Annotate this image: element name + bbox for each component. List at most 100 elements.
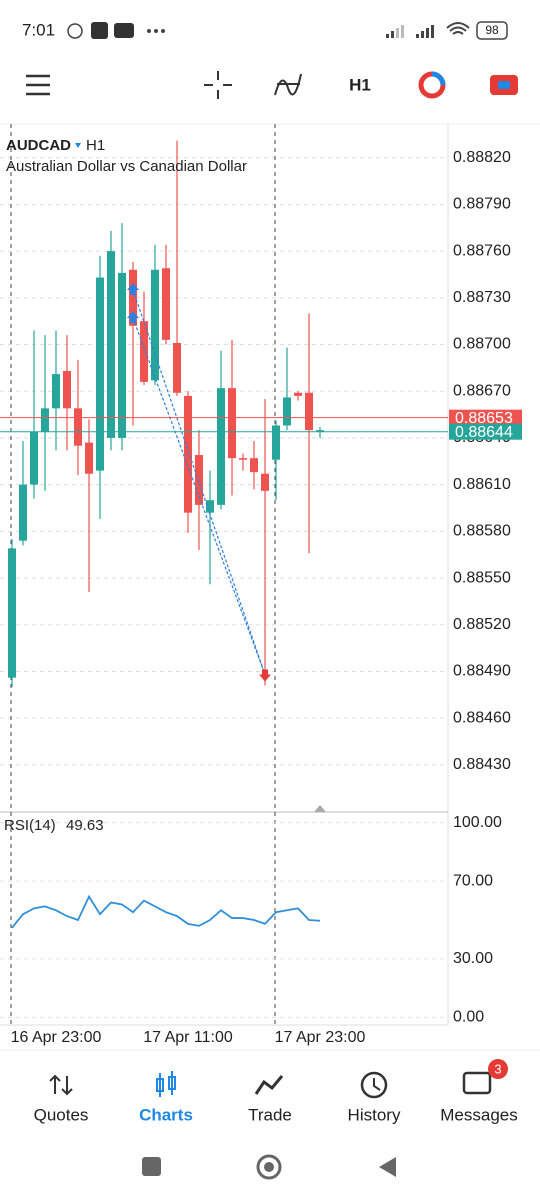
- candle-body: [41, 408, 49, 432]
- x-tick-label: 17 Apr 11:00: [143, 1029, 233, 1046]
- price-label: 0.88644: [455, 424, 513, 441]
- candle-body: [85, 442, 93, 474]
- y-tick-label: 70.00: [453, 872, 493, 889]
- nav-item-active[interactable]: Charts: [139, 1105, 193, 1124]
- x-tick-label: 17 Apr 23:00: [275, 1029, 366, 1046]
- color-button-accent: [431, 71, 446, 86]
- candle-body: [96, 277, 104, 471]
- candle-body: [140, 321, 148, 382]
- status-more: [147, 29, 165, 33]
- chart-subtitle: Australian Dollar vs Canadian Dollar: [6, 158, 247, 175]
- system-home-dot: [264, 1162, 274, 1172]
- y-tick-label: 0.88820: [453, 149, 511, 166]
- messages-badge: [488, 1059, 508, 1079]
- y-tick-label: 0.88490: [453, 663, 511, 680]
- trade-button-accent: [498, 81, 510, 89]
- candle-body: [184, 395, 192, 513]
- trade-arrow: [127, 283, 139, 296]
- price-label-box: [449, 409, 522, 426]
- candle-body: [206, 500, 214, 513]
- timeframe-button[interactable]: H1: [349, 75, 371, 94]
- y-tick-label: 0.88550: [453, 569, 511, 586]
- y-tick-label: 100.00: [453, 814, 502, 831]
- candle-body: [316, 430, 324, 432]
- status-time: 7:01: [22, 20, 55, 39]
- messages-icon: [462, 1071, 492, 1095]
- candle-body: [19, 484, 27, 541]
- trade-icon: [254, 1075, 284, 1095]
- battery-icon: [476, 21, 508, 40]
- menu-button[interactable]: [26, 74, 50, 96]
- candle-body: [63, 370, 71, 409]
- trade-arrow: [127, 311, 139, 324]
- rsi-title: RSI(14): [4, 817, 56, 834]
- y-tick-label: 0.88430: [453, 756, 511, 773]
- trade-arrow: [259, 669, 271, 682]
- candle-body: [30, 431, 38, 485]
- nav-item[interactable]: Quotes: [34, 1105, 89, 1124]
- badge-count: 3: [494, 1061, 501, 1076]
- y-tick-label: 0.88460: [453, 709, 511, 726]
- candle-body: [228, 388, 236, 459]
- wifi-icon: [446, 22, 470, 35]
- indicators-button[interactable]: [274, 73, 302, 96]
- candle-body: [261, 473, 269, 491]
- symbol-dropdown[interactable]: [75, 143, 81, 148]
- candle-body: [305, 392, 313, 431]
- x-tick-label: 16 Apr 23:00: [11, 1029, 102, 1046]
- history-icon-hand: [373, 1078, 381, 1091]
- nav-item[interactable]: Trade: [248, 1105, 292, 1124]
- candle-body: [217, 388, 225, 505]
- quotes-icon: [49, 1074, 73, 1096]
- rsi-value: 49.63: [66, 817, 104, 834]
- nav-item[interactable]: History: [348, 1105, 401, 1124]
- candle-body: [52, 374, 60, 409]
- signal-icon: [386, 25, 404, 38]
- signal-icon: [416, 25, 434, 38]
- y-tick-label: 30.00: [453, 950, 493, 967]
- history-icon: [360, 1071, 388, 1099]
- y-tick-label: 0.88790: [453, 196, 511, 213]
- candle-body: [118, 272, 126, 438]
- y-tick-label: 0.88670: [453, 382, 511, 399]
- candle-body: [195, 455, 203, 505]
- nav-item[interactable]: Messages: [440, 1105, 517, 1124]
- trade-line: [132, 317, 266, 675]
- status-icon: [67, 23, 83, 39]
- symbol: AUDCAD: [6, 137, 71, 154]
- y-tick-label: 0.88580: [453, 523, 511, 540]
- price-label-box: [449, 423, 522, 440]
- system-home[interactable]: [256, 1154, 282, 1180]
- candle-body: [74, 408, 82, 446]
- candle-body: [162, 268, 170, 340]
- y-tick-label: 0.00: [453, 1008, 484, 1025]
- y-tick-label: 0.88730: [453, 289, 511, 306]
- candle-body: [151, 269, 159, 381]
- candle-body: [173, 342, 181, 393]
- system-recents[interactable]: [142, 1157, 161, 1176]
- candle-body: [283, 397, 291, 426]
- candle-body: [294, 392, 302, 396]
- status-icon: [91, 22, 108, 39]
- rsi-line: [11, 894, 321, 929]
- candle-body: [239, 458, 247, 460]
- candle-body: [107, 251, 115, 438]
- chart-timeframe: H1: [86, 137, 105, 154]
- charts-icon: [156, 1071, 176, 1097]
- candle-body: [129, 269, 137, 326]
- pane-handle[interactable]: [314, 805, 326, 812]
- trade-line: [132, 289, 266, 675]
- plot: 0.88820 0.88790 0.88760 0.88730 0.88700 0.886…: [0, 124, 522, 1046]
- price-label: 0.88653: [455, 410, 513, 427]
- y-tick-label: 0.88700: [453, 336, 511, 353]
- system-back[interactable]: [379, 1157, 396, 1177]
- candle-body: [250, 458, 258, 473]
- battery-level: 98: [485, 23, 499, 37]
- crosshair-button[interactable]: [204, 71, 232, 99]
- candle-body: [272, 425, 280, 460]
- candle-body: [8, 548, 16, 678]
- y-tick-label: 0.88760: [453, 242, 511, 259]
